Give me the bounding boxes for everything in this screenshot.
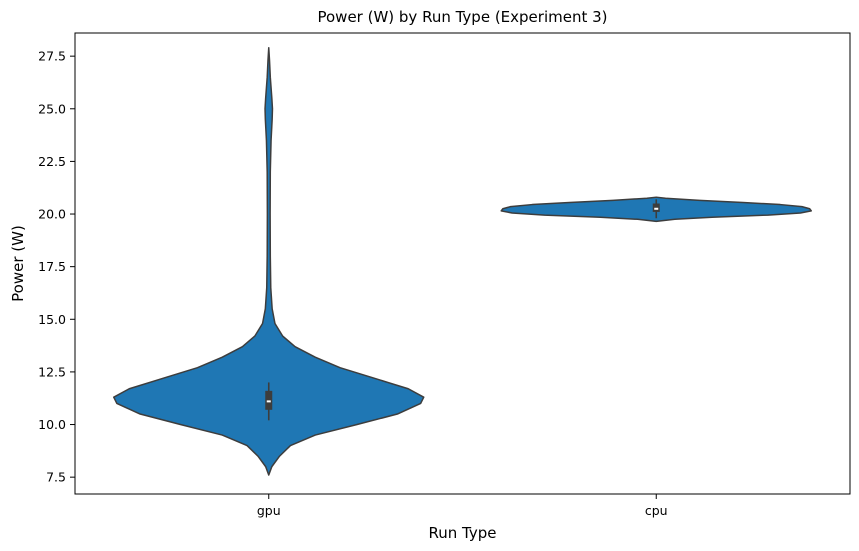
y-axis-title: Power (W): [9, 225, 27, 302]
x-tick-label: cpu: [645, 503, 668, 518]
violin-group: [113, 46, 812, 476]
y-tick-label: 10.0: [38, 417, 66, 432]
violin-iqr-box-gpu: [265, 390, 273, 410]
violin-body-gpu: [113, 46, 425, 476]
x-tick-label: gpu: [257, 503, 281, 518]
y-tick-label: 25.0: [38, 101, 66, 116]
x-axis: gpu cpu: [257, 494, 668, 518]
y-tick-label: 17.5: [38, 259, 66, 274]
y-tick-label: 22.5: [38, 154, 66, 169]
y-tick-label: 12.5: [38, 364, 66, 379]
y-tick-label: 15.0: [38, 312, 66, 327]
violin-median-gpu: [266, 400, 271, 403]
plot-frame: [74, 32, 851, 495]
y-tick-label: 20.0: [38, 207, 66, 222]
chart-title: Power (W) by Run Type (Experiment 3): [317, 8, 607, 26]
y-axis: 7.5 10.0 12.5 15.0 17.5 20.0 22.5 25.0 27.5: [38, 49, 75, 485]
y-tick-label: 27.5: [38, 49, 66, 64]
plot-area: 7.5 10.0 12.5 15.0 17.5 20.0 22.5 25.0 27.5 gpu c…: [38, 32, 851, 518]
violin-iqr-box-cpu: [652, 203, 660, 212]
y-tick-label: 7.5: [46, 470, 66, 485]
violin-median-cpu: [654, 207, 659, 210]
x-axis-title: Run Type: [429, 524, 497, 542]
